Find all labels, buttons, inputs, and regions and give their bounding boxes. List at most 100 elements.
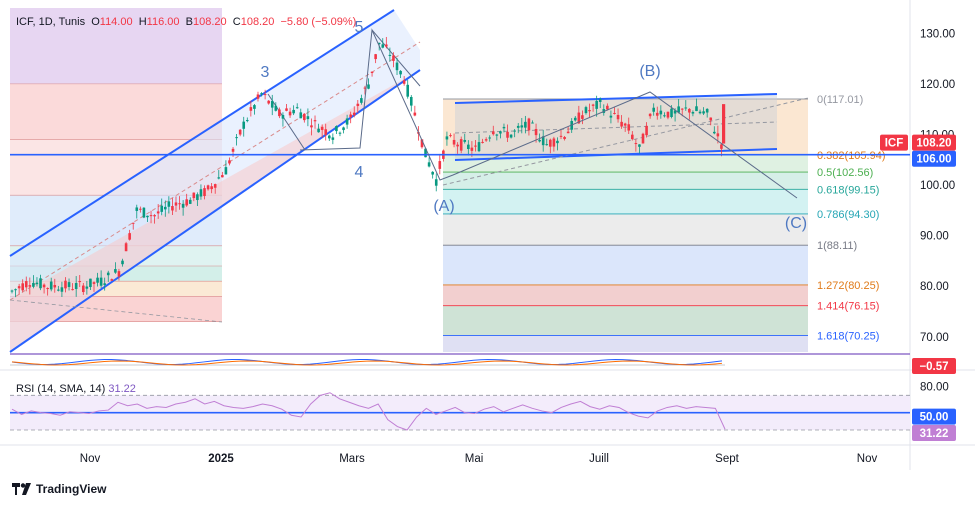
candle-body xyxy=(677,106,680,113)
candle-body xyxy=(459,139,463,151)
price-tick-label: 120.00 xyxy=(920,79,955,91)
candle-body xyxy=(409,96,413,106)
candle-body xyxy=(588,110,591,112)
candle-body xyxy=(117,271,121,277)
candle-body xyxy=(463,139,467,142)
candle-body xyxy=(135,207,139,211)
wave-label: 3 xyxy=(261,64,270,81)
candle-body xyxy=(499,131,502,134)
candle-body xyxy=(60,287,64,292)
candle-body xyxy=(467,144,470,149)
fib-band xyxy=(443,189,808,214)
candle-body xyxy=(153,215,156,217)
symbol-badge: ICF xyxy=(885,138,904,150)
candle-body xyxy=(35,282,39,285)
candle-body xyxy=(281,115,285,119)
candle-body xyxy=(292,109,295,114)
tradingview-icon xyxy=(12,483,31,495)
candle-body xyxy=(488,137,492,139)
candle-body xyxy=(609,115,613,118)
fib-label: 1.272(80.25) xyxy=(817,280,879,292)
support-badge: 106.00 xyxy=(916,154,951,166)
fib-label: 0.5(102.56) xyxy=(817,167,873,179)
fib-band xyxy=(443,172,808,190)
candle-body xyxy=(32,282,35,287)
candle-body xyxy=(695,106,698,112)
candle-body xyxy=(520,125,524,128)
candle-body xyxy=(114,269,117,273)
candle-body xyxy=(313,120,317,122)
wave-label: (C) xyxy=(785,215,807,232)
wave-5-a xyxy=(371,29,421,87)
change-value: −5.80 (−5.09%) xyxy=(280,16,357,28)
fib-label: 0.382(105.94) xyxy=(817,150,886,162)
candle-body xyxy=(381,44,385,48)
candle-body xyxy=(713,131,716,134)
candle-body xyxy=(545,144,549,146)
candle-body xyxy=(684,107,688,109)
candle-body xyxy=(99,277,103,286)
candle-body xyxy=(270,101,274,108)
rsi-tick-label: 80.00 xyxy=(920,382,949,394)
candle-body xyxy=(53,284,57,288)
candle-body xyxy=(335,126,338,132)
wave-label: 5 xyxy=(355,19,364,36)
wave-label: 4 xyxy=(355,164,364,181)
candle-body xyxy=(449,135,452,137)
low-label: B xyxy=(185,16,193,28)
candle-body xyxy=(506,131,509,138)
candle-body xyxy=(509,134,513,138)
candle-body xyxy=(484,139,488,141)
candle-body xyxy=(356,103,360,106)
candle-body xyxy=(705,108,709,113)
candle-body xyxy=(285,108,288,111)
left-fib-band xyxy=(10,83,222,140)
tradingview-logo[interactable]: TradingView xyxy=(12,482,106,496)
candle-body xyxy=(616,114,620,120)
price-tick-label: 100.00 xyxy=(920,180,955,192)
candle-body xyxy=(67,282,71,287)
candle-body xyxy=(85,286,89,289)
candle-body xyxy=(253,105,256,109)
candle-body xyxy=(524,121,527,128)
rsi-pane: 80.00 xyxy=(10,382,949,431)
candle-body xyxy=(171,206,174,211)
last-price-badge-bg xyxy=(912,134,956,151)
channel-mid-line xyxy=(9,41,421,301)
candle-body xyxy=(131,222,135,224)
candle-body xyxy=(377,42,381,45)
candle-body xyxy=(363,87,367,89)
candle-body xyxy=(128,233,131,240)
candle-body xyxy=(14,289,17,291)
price-axis: 130.00120.00110.00100.0090.0080.0070.00I… xyxy=(880,28,956,441)
macd-badge-bg xyxy=(912,358,956,374)
candle-body xyxy=(374,54,377,60)
channel-upper-line xyxy=(9,9,395,257)
wave-label: (B) xyxy=(639,63,660,80)
candle-body xyxy=(370,71,374,74)
time-tick-label: Nov xyxy=(80,453,101,465)
candle-body xyxy=(688,108,691,113)
candle-body xyxy=(474,145,477,147)
candle-body xyxy=(306,116,310,120)
candle-body xyxy=(431,171,434,175)
candle-body xyxy=(481,141,484,143)
candle-body xyxy=(267,100,270,104)
wave-path xyxy=(299,28,798,199)
rsi-label[interactable]: RSI (14, SMA, 14) xyxy=(16,383,106,395)
low-value: 108.20 xyxy=(192,16,227,28)
candle-body xyxy=(235,137,238,139)
candle-body xyxy=(641,133,645,144)
candle-body xyxy=(673,110,677,114)
candle-body xyxy=(645,125,648,136)
candle-body xyxy=(242,121,246,129)
fib-band xyxy=(443,213,808,246)
candle-body xyxy=(680,108,684,110)
candle-body xyxy=(106,272,110,276)
symbol-label[interactable]: ICF, 1D, Tunis xyxy=(16,16,86,28)
candle-body xyxy=(192,192,196,199)
candle-body xyxy=(278,109,281,117)
candle-body xyxy=(71,289,74,291)
time-tick-label: Nov xyxy=(857,453,878,465)
